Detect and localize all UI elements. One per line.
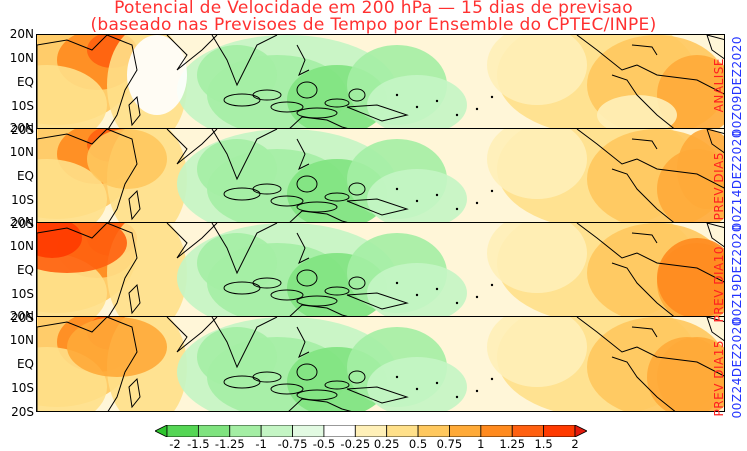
latitude-label: 10S <box>11 381 34 395</box>
velocity-potential-field <box>37 129 724 223</box>
latitude-label: 20S <box>11 311 34 325</box>
colorbar-segment <box>511 425 545 437</box>
panel-label: ANALISE <box>712 58 726 113</box>
colorbar-segment <box>260 425 293 437</box>
colorbar-segment <box>197 425 231 437</box>
colorbar-segment <box>480 425 513 437</box>
colorbar-segment <box>292 425 325 437</box>
panel-date: 00Z09DEZ2020 <box>730 36 744 137</box>
colorbar-segment <box>543 425 576 437</box>
panel-label: PREV DIA15 <box>712 340 726 417</box>
colorbar-tick-label: 1.5 <box>534 437 553 451</box>
colorbar-segment <box>354 425 388 437</box>
latitude-label: 20N <box>9 121 34 135</box>
colorbar-segment <box>229 425 262 437</box>
latitude-label: 20S <box>11 405 34 419</box>
colorbar-tick-label: 1.25 <box>499 437 526 451</box>
panel-date: 00Z14DEZ2020 <box>730 130 744 231</box>
colorbar-tick-label: -0.75 <box>277 437 308 451</box>
south-america-outline <box>576 317 724 411</box>
latitude-label: 10S <box>11 193 34 207</box>
colorbar-tick-label: -1.5 <box>187 437 210 451</box>
colorbar-tick-label: 2 <box>571 437 579 451</box>
colorbar-tick-label: 0.75 <box>436 437 463 451</box>
colorbar-tick-label: 0.25 <box>373 437 400 451</box>
colorbar-tick-label: -1 <box>255 437 267 451</box>
south-america-outline <box>576 129 724 223</box>
title-line-2: (baseado nas Previsoes de Tempo por Ense… <box>90 15 657 35</box>
latitude-label: 20S <box>11 217 34 231</box>
map-panel-3 <box>36 222 725 318</box>
latitude-label: EQ <box>16 357 34 371</box>
velocity-potential-field <box>37 35 724 129</box>
velocity-potential-field <box>37 223 724 317</box>
colorbar-segment <box>166 425 199 437</box>
africa-outline <box>37 129 138 223</box>
colorbar-segment <box>449 425 482 437</box>
map-panel-4 <box>36 316 725 412</box>
colorbar-tick-label: -2 <box>169 437 181 451</box>
colorbar-segment <box>155 425 168 437</box>
colorbar-segment <box>574 425 587 437</box>
latitude-label: 10S <box>11 287 34 301</box>
latitude-label: 10N <box>9 333 34 347</box>
colorbar-tick-label: 1 <box>477 437 485 451</box>
south-america-outline <box>576 35 724 129</box>
africa-outline <box>37 223 138 317</box>
map-panel-1 <box>36 34 725 130</box>
latitude-label: 10N <box>9 51 34 65</box>
colorbar-tick-label: -0.5 <box>312 437 336 451</box>
colorbar-tick-label: -0.25 <box>340 437 371 451</box>
colorbar-tick-label: -1.25 <box>214 437 245 451</box>
south-america-outline <box>576 223 724 317</box>
colorbar-tick-label: 0.5 <box>408 437 428 451</box>
colorbar-segment <box>323 425 356 437</box>
latitude-label: 20N <box>9 309 34 323</box>
map-panel-2 <box>36 128 725 224</box>
latitude-label: 10N <box>9 239 34 253</box>
latitude-label: 10N <box>9 145 34 159</box>
latitude-label: 10S <box>11 99 34 113</box>
latitude-label: EQ <box>16 263 34 277</box>
panel-date: 00Z24DEZ2020 <box>730 318 744 419</box>
colorbar-segment <box>417 425 450 437</box>
panel-label: PREV DIA10 <box>712 246 726 323</box>
latitude-label: 20N <box>9 215 34 229</box>
panel-label: PREV DIA5 <box>712 152 726 221</box>
colorbar-segment <box>386 425 419 437</box>
latitude-label: 20S <box>11 123 34 137</box>
panel-date: 00Z19DEZ2020 <box>730 224 744 325</box>
colorbar <box>155 425 587 437</box>
latitude-label: EQ <box>16 169 34 183</box>
africa-outline <box>37 35 138 129</box>
velocity-potential-field <box>37 317 724 411</box>
africa-outline <box>37 317 138 411</box>
latitude-label: 20N <box>9 27 34 41</box>
title-line-1: Potencial de Velocidade em 200 hPa — 15 … <box>114 0 633 18</box>
latitude-label: EQ <box>16 75 34 89</box>
